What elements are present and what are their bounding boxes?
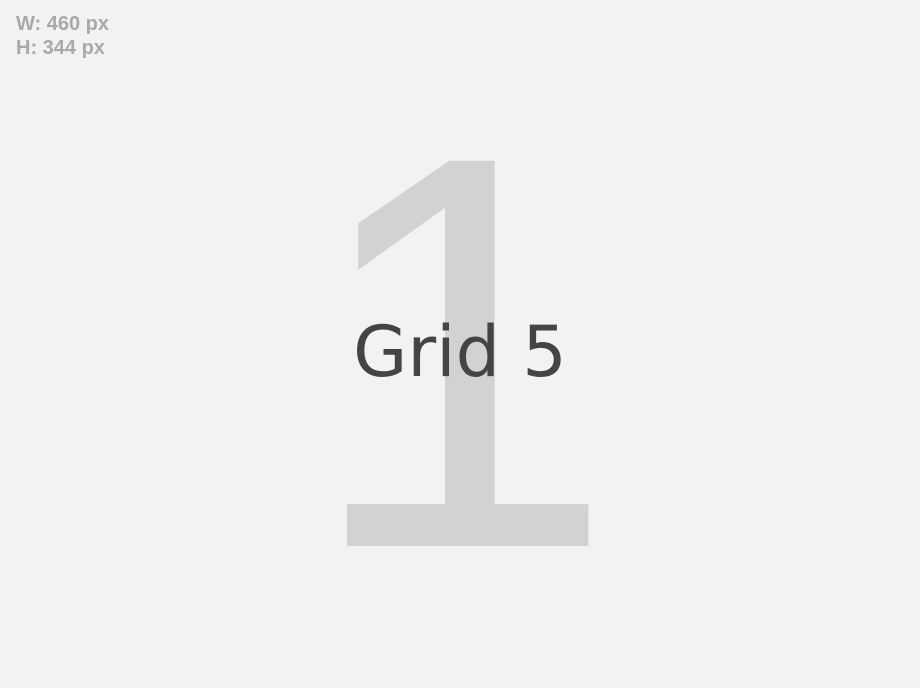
grid-title: Grid 5 (353, 311, 567, 393)
width-label: W: 460 px (16, 13, 109, 35)
height-label: H: 344 px (16, 37, 105, 59)
dimensions-readout: W: 460 px H: 344 px (16, 12, 109, 60)
background-number: 1 (304, 39, 616, 665)
